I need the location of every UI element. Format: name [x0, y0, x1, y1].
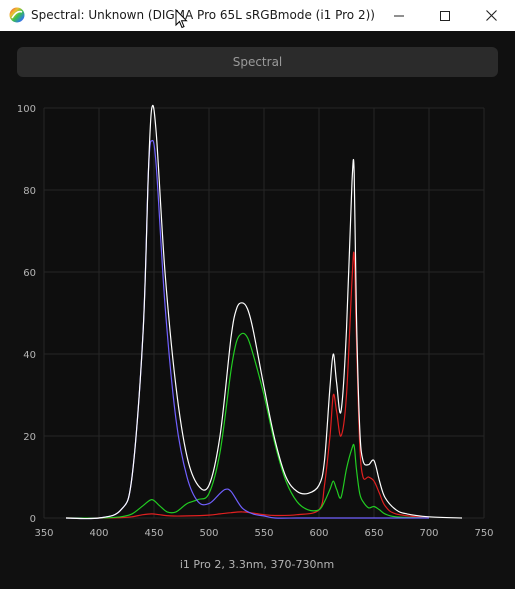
maximize-button[interactable] — [422, 0, 468, 31]
y-tick-label-60: 60 — [23, 268, 36, 279]
maximize-icon — [440, 10, 450, 21]
x-axis-label: i1 Pro 2, 3.3nm, 370-730nm — [180, 558, 334, 571]
x-tick-label-650: 650 — [364, 528, 383, 539]
y-axis: 0 20 40 60 80 100 — [17, 104, 36, 525]
minimize-icon — [394, 15, 404, 16]
x-tick-label-500: 500 — [199, 528, 218, 539]
tab-spectral[interactable]: Spectral — [17, 47, 498, 77]
tab-spectral-label: Spectral — [232, 55, 283, 69]
x-axis: 350 400 450 500 550 600 650 700 750 — [34, 528, 493, 539]
x-tick-label-750: 750 — [474, 528, 493, 539]
y-tick-label-100: 100 — [17, 104, 36, 115]
series-line-0 — [65, 104, 463, 520]
close-button[interactable] — [468, 0, 514, 31]
series-line-2 — [65, 332, 430, 519]
spectral-chart: 0 20 40 60 80 100 350 400 450 500 550 600 650 700 750… — [17, 104, 494, 571]
series-group — [65, 104, 463, 520]
x-tick-label-400: 400 — [89, 528, 108, 539]
series-line-3 — [65, 251, 430, 519]
minimize-button[interactable] — [376, 0, 422, 31]
window-title: Spectral: Unknown (DIGMA Pro 65L sRGBmod… — [31, 8, 375, 22]
mouse-cursor-icon — [175, 9, 188, 29]
x-tick-label-450: 450 — [144, 528, 163, 539]
y-tick-label-40: 40 — [23, 350, 36, 361]
x-tick-label-550: 550 — [254, 528, 273, 539]
x-tick-label-350: 350 — [34, 528, 53, 539]
title-bar[interactable]: Spectral: Unknown (DIGMA Pro 65L sRGBmod… — [0, 0, 515, 31]
close-icon — [485, 10, 497, 21]
y-tick-label-0: 0 — [30, 514, 36, 525]
y-tick-label-20: 20 — [23, 432, 36, 443]
y-tick-label-80: 80 — [23, 186, 36, 197]
rainbow-circle-icon — [9, 7, 25, 23]
x-tick-label-700: 700 — [419, 528, 438, 539]
x-tick-label-600: 600 — [309, 528, 328, 539]
